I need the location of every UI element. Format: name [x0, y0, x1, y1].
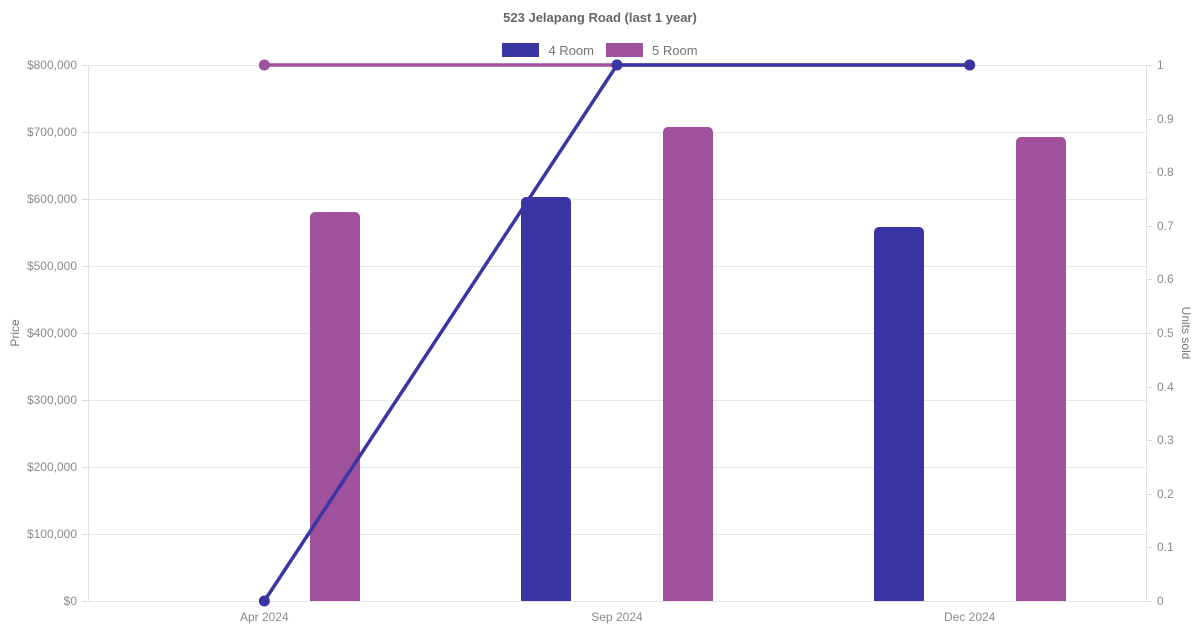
- right-axis-tick: [1146, 65, 1152, 66]
- bar-5-room[interactable]: [310, 212, 361, 601]
- gridline: [88, 333, 1146, 334]
- left-axis-tick-label: $400,000: [26, 326, 77, 340]
- gridline: [88, 199, 1146, 200]
- gridline: [88, 132, 1146, 133]
- right-axis-tick-label: 1: [1157, 58, 1164, 72]
- x-axis-tick-label: Sep 2024: [591, 610, 643, 624]
- right-axis-tick: [1146, 601, 1152, 602]
- chart-title: 523 Jelapang Road (last 1 year): [503, 10, 697, 25]
- right-axis-tick: [1146, 333, 1152, 334]
- gridline: [88, 266, 1146, 267]
- gridline: [88, 534, 1146, 535]
- left-axis-tick: [82, 400, 88, 401]
- line-4-room[interactable]: [262, 63, 970, 602]
- left-axis-tick-label: $100,000: [26, 527, 77, 541]
- left-axis-tick: [82, 266, 88, 267]
- right-axis-tick-label: 0.7: [1157, 218, 1174, 233]
- right-axis-tick-label: 0.2: [1157, 486, 1174, 501]
- right-axis-tick-label: 0.1: [1157, 540, 1174, 555]
- legend-item-4-room[interactable]: 4 Room: [502, 43, 594, 58]
- left-axis-tick: [82, 333, 88, 334]
- left-axis-tick-label: $0: [63, 594, 77, 608]
- bar-5-room[interactable]: [1015, 137, 1066, 601]
- bar-5-room[interactable]: [663, 127, 713, 601]
- right-axis-tick: [1146, 386, 1152, 388]
- right-axis-tick-label: 0: [1157, 594, 1164, 608]
- right-axis-tick-label: 0.5: [1157, 326, 1174, 340]
- left-axis-tick: [82, 534, 88, 535]
- right-axis-tick-label: 0.9: [1157, 111, 1174, 126]
- left-axis-tick-label: $700,000: [26, 125, 77, 139]
- right-axis-tick-label: 0.4: [1157, 379, 1174, 394]
- right-axis-tick: [1146, 225, 1152, 227]
- legend-swatch-5-room: [606, 43, 643, 57]
- right-axis-tick: [1146, 547, 1152, 549]
- legend-item-5-room[interactable]: 5 Room: [606, 43, 698, 58]
- left-axis-tick-label: $300,000: [26, 393, 77, 407]
- left-axis-line: [88, 65, 89, 601]
- legend-label: 5 Room: [652, 42, 698, 58]
- right-axis-tick: [1146, 279, 1152, 281]
- gridline: [88, 467, 1146, 468]
- x-axis-tick-label: Apr 2024: [239, 610, 289, 624]
- right-axis-line: [1146, 65, 1147, 601]
- left-axis-tick-label: $500,000: [26, 259, 77, 273]
- legend-swatch-4-room: [502, 43, 540, 57]
- left-axis-tick: [82, 601, 88, 602]
- x-axis-tick-label: Dec 2024: [943, 610, 996, 624]
- right-axis-tick: [1146, 118, 1152, 120]
- left-axis-tick: [82, 65, 88, 66]
- chart-legend: 4 Room 5 Room: [0, 42, 1200, 58]
- right-axis-tick: [1146, 440, 1152, 442]
- left-axis-tick-label: $600,000: [26, 192, 77, 206]
- right-axis-tick-label: 0.3: [1157, 433, 1174, 448]
- point-marker-4-room[interactable]: [258, 595, 270, 607]
- left-axis-tick: [82, 467, 88, 468]
- point-marker-4-room[interactable]: [611, 59, 623, 71]
- gridline: [88, 601, 1146, 602]
- right-axis-tick-label: 0.6: [1157, 272, 1174, 287]
- legend-label: 4 Room: [548, 42, 594, 58]
- point-marker-5-room[interactable]: [258, 59, 270, 71]
- left-axis-tick: [82, 132, 88, 133]
- bar-4-room[interactable]: [521, 196, 571, 601]
- left-axis-tick-label: $200,000: [26, 460, 77, 474]
- left-axis-tick-label: $800,000: [26, 58, 77, 72]
- right-axis-tick: [1146, 172, 1152, 174]
- right-axis-tick: [1146, 493, 1152, 495]
- point-marker-4-room[interactable]: [964, 59, 976, 71]
- bar-4-room[interactable]: [873, 227, 924, 601]
- left-axis-tick: [82, 199, 88, 200]
- right-axis-tick-label: 0.8: [1157, 165, 1174, 180]
- gridline: [88, 400, 1146, 401]
